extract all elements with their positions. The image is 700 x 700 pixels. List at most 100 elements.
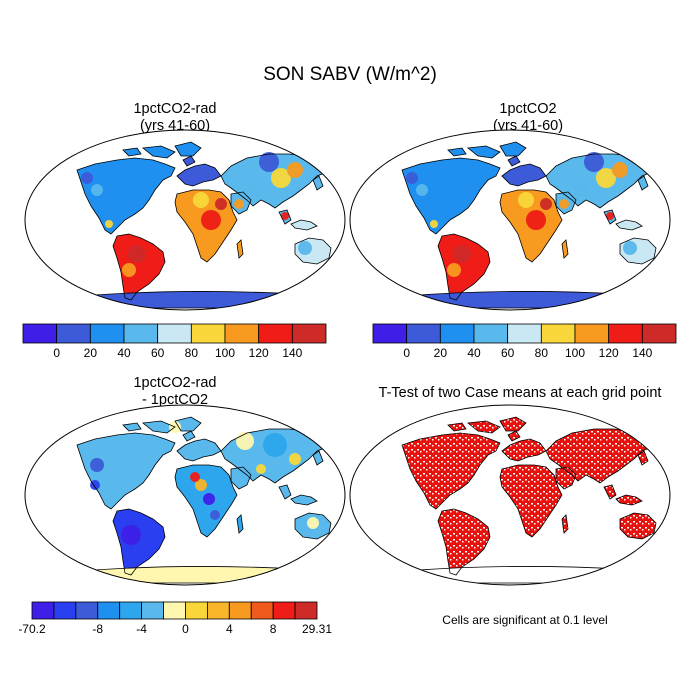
field-blob — [234, 199, 244, 209]
field-blob — [287, 162, 303, 178]
field-blob — [105, 220, 113, 228]
field-blob — [518, 192, 534, 208]
colorbar-swatch — [473, 323, 509, 344]
colorbar-swatch — [250, 601, 274, 620]
colorbar-swatch — [185, 601, 208, 620]
colorbar-label: -4 — [136, 622, 147, 636]
field-blob — [90, 480, 100, 490]
colorbar-swatch — [53, 601, 77, 620]
colorbar-swatch — [406, 323, 441, 344]
colorbar-label: 20 — [84, 346, 98, 360]
field-blob — [298, 241, 312, 255]
field-blob — [406, 172, 418, 184]
colorbar-label: 60 — [151, 346, 165, 360]
colorbar-label: 29.31 — [302, 622, 332, 636]
map-panel-4 — [349, 404, 671, 586]
colorbar-swatch — [31, 601, 55, 620]
field-blob — [236, 432, 254, 450]
field-blob — [91, 184, 103, 196]
colorbar-label: 80 — [535, 346, 549, 360]
colorbar-swatch — [641, 323, 677, 344]
colorbar-label: 0 — [403, 346, 410, 360]
colorbar-label: 60 — [501, 346, 515, 360]
field-blob — [201, 210, 221, 230]
panel-2-title-line1: 1pctCO2 — [499, 101, 557, 117]
colorbar-label: 100 — [215, 346, 235, 360]
colorbar-swatch — [228, 601, 252, 620]
colorbar-swatch — [507, 323, 542, 344]
colorbar-label: 0 — [182, 622, 189, 636]
field-blob — [203, 493, 215, 505]
field-blob — [526, 210, 546, 230]
colorbar-label: 100 — [565, 346, 585, 360]
colorbar-label: -70.2 — [18, 622, 46, 636]
colorbar-swatch — [141, 601, 164, 620]
map-border — [349, 129, 671, 311]
field-blob — [193, 192, 209, 208]
map-panel-2 — [349, 129, 671, 311]
field-blob — [130, 544, 144, 558]
colorbar-label: 4 — [226, 622, 233, 636]
field-blob — [215, 198, 227, 210]
field-blob — [122, 263, 136, 277]
colorbar-swatch — [294, 601, 318, 620]
colorbar-swatch — [224, 323, 260, 344]
field-blob — [430, 220, 438, 228]
panel-4-title: T-Test of two Case means at each grid po… — [340, 385, 700, 402]
field-blob — [256, 464, 266, 474]
field-blob — [623, 241, 637, 255]
colorbar-swatch — [608, 323, 643, 344]
field-blob — [81, 172, 93, 184]
figure-title: SON SABV (W/m^2) — [263, 64, 437, 85]
field-blob — [453, 245, 471, 263]
panel-4-title-line1: T-Test of two Case means at each grid po… — [378, 385, 662, 401]
field-blob — [121, 525, 141, 545]
field-blob — [584, 152, 604, 172]
colorbar-label: 40 — [117, 346, 131, 360]
colorbar-label: 140 — [282, 346, 302, 360]
field-blob — [90, 458, 104, 472]
colorbar-label: 40 — [467, 346, 481, 360]
field-blob — [447, 263, 461, 277]
map-panel-3 — [24, 404, 346, 586]
colorbar-swatch — [272, 601, 296, 620]
colorbar-label: 8 — [270, 622, 277, 636]
colorbar-label: 20 — [434, 346, 448, 360]
colorbar-swatch — [75, 601, 99, 620]
colorbar-swatch — [97, 601, 121, 620]
field-blob — [596, 168, 616, 188]
field-blob — [416, 184, 428, 196]
colorbar-swatch — [163, 601, 186, 620]
field-blob — [247, 180, 263, 196]
colorbar-swatch — [439, 323, 475, 344]
colorbar-panel-2: 0 20 40 60 80 100 120 140 — [372, 323, 677, 360]
colorbar-swatch — [540, 323, 576, 344]
colorbar-panel-3: -70.2 -8 -4 0 4 8 29.31 — [18, 601, 332, 636]
panel-3-title-line1: 1pctCO2-rad — [133, 375, 217, 391]
colorbar-label: 140 — [632, 346, 652, 360]
colorbar-swatch — [157, 323, 192, 344]
panel-1-title-line1: 1pctCO2-rad — [133, 101, 217, 117]
colorbar-swatch — [190, 323, 226, 344]
colorbar-swatch — [119, 601, 143, 620]
significance-note: Cells are significant at 0.1 level — [442, 613, 608, 627]
panel-3-title: 1pctCO2-rad - 1pctCO2 — [25, 375, 325, 409]
colorbar-label: 80 — [185, 346, 199, 360]
field-blob — [612, 162, 628, 178]
colorbar-swatch — [291, 323, 327, 344]
field-blob — [606, 212, 614, 220]
colorbar-swatch — [22, 323, 58, 344]
colorbar-label: 120 — [249, 346, 269, 360]
colorbar-swatch — [56, 323, 91, 344]
field-blob — [307, 517, 319, 529]
panel-3-title-line2: - 1pctCO2 — [141, 392, 209, 408]
field-blob — [210, 510, 220, 520]
colorbar-swatch — [372, 323, 408, 344]
colorbar-label: -8 — [92, 622, 103, 636]
field-blob — [263, 433, 287, 457]
field-blob — [540, 198, 552, 210]
field-blob — [572, 180, 588, 196]
field-blob — [259, 152, 279, 172]
field-blob — [559, 199, 569, 209]
